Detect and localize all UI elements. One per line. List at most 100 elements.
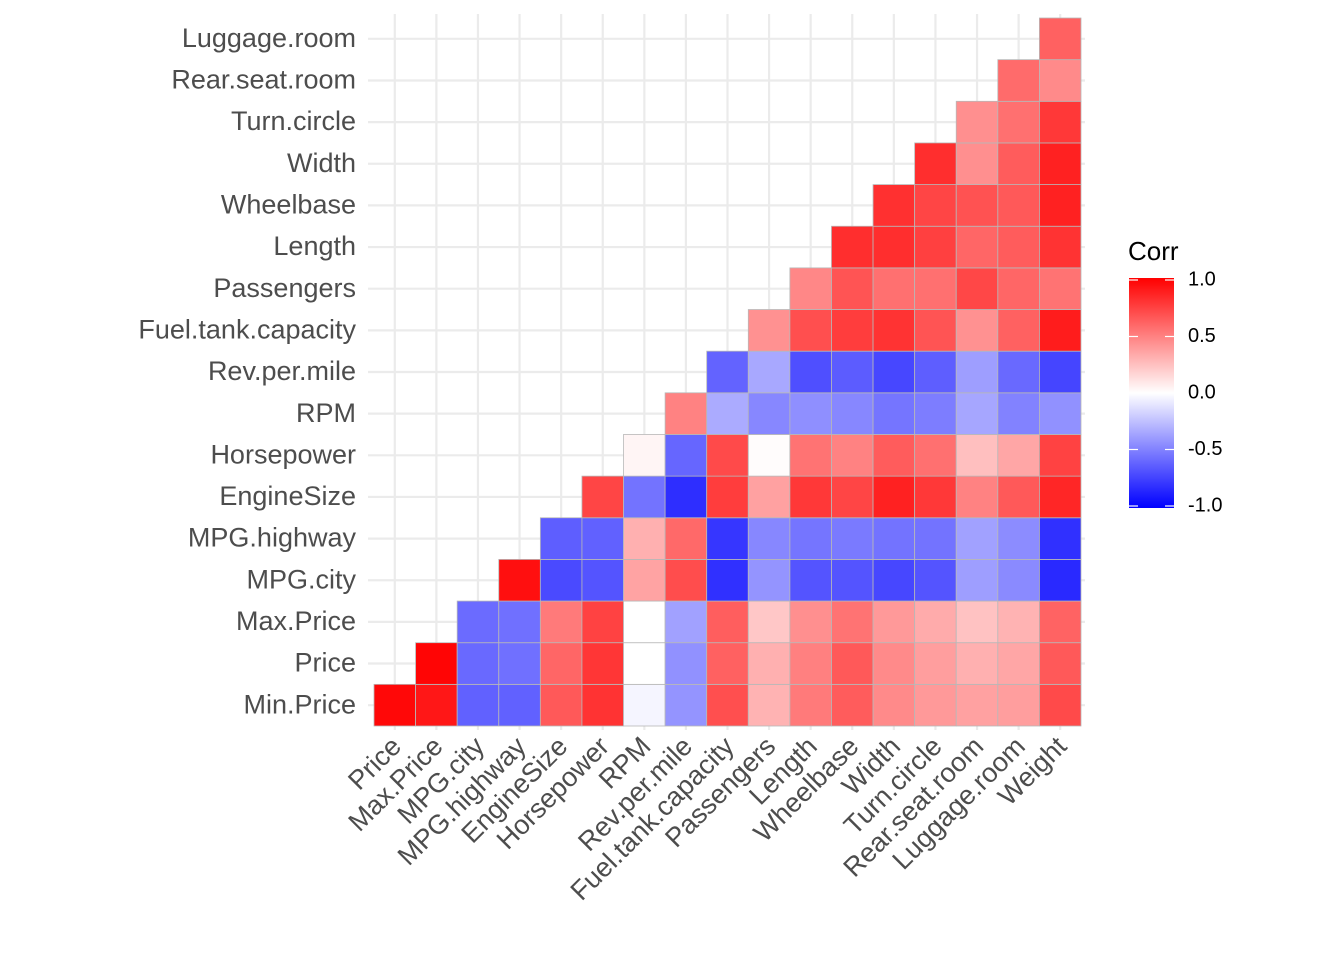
- heatmap-cell: [581, 475, 624, 519]
- heatmap-cell: [747, 559, 791, 602]
- heatmap-cell: [914, 475, 957, 519]
- heatmap-cell: [415, 683, 458, 727]
- heatmap-cell: [1039, 559, 1082, 602]
- y-tick-label: MPG.highway: [188, 523, 357, 553]
- heatmap-cell: [914, 142, 957, 185]
- heatmap-cell: [1039, 642, 1082, 685]
- heatmap-cell: [872, 267, 916, 310]
- heatmap-cell: [997, 600, 1040, 644]
- heatmap-cell: [706, 392, 749, 435]
- heatmap-cell: [914, 683, 957, 727]
- heatmap-cell: [789, 267, 832, 310]
- heatmap-cell: [1039, 392, 1082, 435]
- heatmap-cell: [914, 225, 957, 269]
- heatmap-cell: [498, 642, 541, 685]
- y-tick-label: Luggage.room: [182, 23, 356, 53]
- heatmap-cell: [623, 559, 666, 602]
- heatmap-cell: [955, 642, 999, 685]
- heatmap-cell: [955, 683, 999, 727]
- heatmap-cell: [997, 434, 1040, 477]
- heatmap-cell: [664, 559, 708, 602]
- heatmap-cell: [581, 559, 624, 602]
- heatmap-cell: [872, 642, 916, 685]
- heatmap-cell: [831, 517, 874, 560]
- heatmap-cell: [914, 309, 957, 352]
- heatmap-cell: [955, 475, 999, 519]
- heatmap-cell: [997, 392, 1040, 435]
- heatmap-cell: [914, 434, 957, 477]
- heatmap-cell: [914, 559, 957, 602]
- heatmap-cell: [955, 434, 999, 477]
- heatmap-cell: [706, 350, 749, 394]
- heatmap-cell: [581, 642, 624, 685]
- heatmap-cell: [706, 683, 749, 727]
- heatmap-cell: [747, 600, 791, 644]
- heatmap-cell: [997, 267, 1040, 310]
- heatmap-cell: [872, 225, 916, 269]
- heatmap-cell: [997, 142, 1040, 185]
- heatmap-cell: [997, 683, 1040, 727]
- heatmap-cell: [831, 309, 874, 352]
- heatmap-cell: [831, 600, 874, 644]
- heatmap-cell: [1039, 100, 1082, 144]
- heatmap-cell: [498, 683, 541, 727]
- heatmap-cell: [872, 184, 916, 227]
- heatmap-cell: [955, 600, 999, 644]
- heatmap-cell: [872, 309, 916, 352]
- legend-tick-label: 0.5: [1188, 325, 1216, 347]
- heatmap-cell: [706, 642, 749, 685]
- heatmap-cell: [1039, 517, 1082, 560]
- heatmap-cell: [623, 517, 666, 560]
- legend-tick-label: -0.5: [1188, 438, 1222, 460]
- heatmap-cell: [997, 184, 1040, 227]
- heatmap-cell: [747, 350, 791, 394]
- heatmap-cell: [914, 184, 957, 227]
- y-tick-label: RPM: [296, 398, 356, 428]
- heatmap-cell: [664, 683, 708, 727]
- heatmap-cell: [373, 683, 416, 727]
- heatmap-cell: [831, 683, 874, 727]
- heatmap-cell: [955, 517, 999, 560]
- y-axis-labels: Min.Price Price Max.Price MPG.city MPG.highw…: [138, 23, 356, 719]
- y-tick-label: Passengers: [213, 273, 356, 303]
- heatmap-cell: [456, 642, 500, 685]
- heatmap-cell: [664, 517, 708, 560]
- y-tick-label: Rev.per.mile: [208, 356, 356, 386]
- heatmap-cell: [664, 600, 708, 644]
- heatmap-cell: [747, 392, 791, 435]
- heatmap-cell: [415, 642, 458, 685]
- y-tick-label: Length: [273, 231, 356, 261]
- heatmap-cell: [955, 309, 999, 352]
- heatmap-cell: [914, 350, 957, 394]
- y-tick-label: Price: [294, 648, 356, 678]
- heatmap-cell: [831, 559, 874, 602]
- heatmap-cell: [623, 434, 666, 477]
- y-tick-label: Width: [287, 148, 356, 178]
- heatmap-cell: [789, 600, 832, 644]
- y-tick-label: Min.Price: [243, 689, 356, 719]
- heatmap-cell: [706, 559, 749, 602]
- heatmap-cell: [789, 517, 832, 560]
- heatmap-cells: [373, 17, 1082, 727]
- heatmap-cell: [955, 142, 999, 185]
- legend-title: Corr: [1128, 236, 1179, 266]
- heatmap-cell: [539, 517, 583, 560]
- heatmap-cell: [955, 100, 999, 144]
- heatmap-cell: [872, 350, 916, 394]
- heatmap-cell: [831, 267, 874, 310]
- heatmap-cell: [872, 392, 916, 435]
- heatmap-cell: [789, 559, 832, 602]
- heatmap-cell: [831, 475, 874, 519]
- y-tick-label: MPG.city: [246, 564, 356, 594]
- heatmap-cell: [955, 184, 999, 227]
- heatmap-cell: [747, 434, 791, 477]
- heatmap-cell: [1039, 184, 1082, 227]
- heatmap-cell: [623, 683, 666, 727]
- heatmap-cell: [1039, 683, 1082, 727]
- heatmap-cell: [1039, 267, 1082, 310]
- legend-ticks: 1.0 0.5 0.0 -0.5 -1.0: [1129, 268, 1222, 516]
- heatmap-cell: [997, 642, 1040, 685]
- heatmap-cell: [872, 683, 916, 727]
- heatmap-cell: [498, 559, 541, 602]
